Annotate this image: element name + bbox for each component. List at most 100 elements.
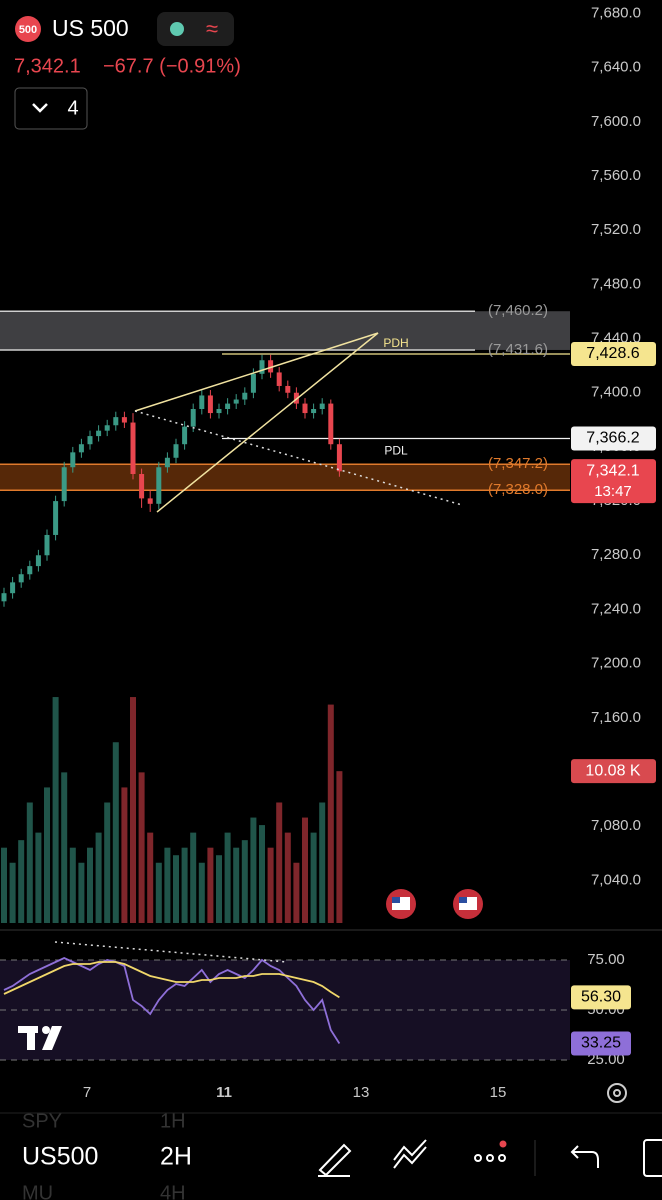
prev-interval: 1H: [160, 1110, 186, 1132]
candle-body: [96, 430, 102, 437]
more-dot: [498, 1154, 506, 1162]
brush-icon[interactable]: [318, 1143, 352, 1177]
candle-body: [233, 399, 239, 404]
dotted-trendline: [134, 410, 463, 506]
market-open-dot: [170, 22, 184, 36]
countdown: 13:47: [594, 483, 632, 500]
candle-body: [78, 444, 84, 453]
price-tag: [571, 342, 656, 367]
volume-bar: [147, 832, 154, 923]
y-tick-label: 7,040.0: [591, 871, 641, 888]
symbol[interactable]: US 500: [52, 15, 129, 41]
candle-body: [173, 444, 179, 458]
tv-logo: [18, 1026, 62, 1050]
candle-body: [225, 403, 231, 410]
settings-icon[interactable]: [607, 1083, 627, 1103]
y-tick-label: 7,560.0: [591, 167, 641, 184]
settings-icon-core: [613, 1089, 621, 1097]
candle-body: [44, 534, 50, 556]
price-change: −67.7 (−0.91%): [103, 55, 241, 77]
lines-icon[interactable]: [393, 1139, 427, 1169]
volume-bar: [121, 787, 128, 923]
next-interval: 4H: [160, 1182, 186, 1200]
y-tick-label: 7,200.0: [591, 655, 641, 672]
volume-bar: [164, 847, 171, 923]
more-dot: [486, 1154, 494, 1162]
status-pill[interactable]: [157, 12, 234, 46]
volume-bar: [181, 847, 188, 923]
volume-bar: [310, 832, 317, 923]
candle-body: [276, 372, 282, 386]
candle-body: [1, 593, 7, 602]
background: [0, 310, 662, 1061]
volume-bar: [44, 787, 50, 923]
volume-bar: [18, 840, 25, 923]
toolbar-icons: [318, 1139, 599, 1177]
candle-body: [139, 474, 145, 499]
flag-canton: [392, 897, 400, 903]
candle-body: [61, 467, 67, 502]
volume-bar: [224, 832, 231, 923]
volume-bar: [26, 802, 33, 923]
level-label: (7,431.6): [488, 341, 548, 358]
rsi-tag-label: 56.30: [581, 989, 621, 1006]
plot: 7,040.07,080.07,120.07,160.07,200.07,240…: [1, 5, 656, 1068]
volume-bar: [69, 847, 76, 923]
time-axis: 7 11 13 15: [83, 1084, 507, 1101]
next-symbol: MU: [22, 1182, 53, 1200]
candle-body: [207, 395, 213, 414]
price-tag-label: 7,428.6: [586, 345, 639, 362]
volume-bar: [9, 862, 16, 923]
candle-body: [319, 403, 325, 410]
volume-bar: [35, 832, 42, 923]
y-tick-label: 7,080.0: [591, 817, 641, 834]
candle-body: [268, 360, 274, 373]
redo-icon[interactable]: [643, 1139, 662, 1177]
volume-tag: [571, 759, 656, 784]
volume-tag-label: 10.08 K: [585, 762, 640, 779]
candle-body: [336, 444, 342, 472]
pdh-label: PDH: [383, 336, 408, 350]
symbol-badge: [15, 16, 41, 42]
y-tick-label: 7,520.0: [591, 221, 641, 238]
volume-bar: [293, 862, 300, 923]
undo-icon[interactable]: [570, 1145, 599, 1168]
price-tag-label: 7,366.2: [586, 430, 639, 447]
price-tag: [571, 426, 656, 451]
volume-bar: [302, 817, 308, 923]
candle-body: [259, 360, 265, 374]
volume-bar: [52, 697, 59, 923]
logo-part: [42, 1026, 50, 1034]
rsi-tag: [571, 985, 631, 1010]
y-tick-label: 7,280.0: [591, 546, 641, 563]
level-label: (7,460.2): [488, 302, 548, 319]
more-dot[interactable]: [474, 1154, 482, 1162]
candle-body: [156, 467, 162, 504]
chevron-icon: [32, 103, 48, 113]
level-label: (7,328.0): [488, 481, 548, 498]
volume-bar: [319, 802, 326, 923]
rsi-tick-label: 75.00: [587, 951, 625, 968]
volume-bar: [155, 862, 162, 923]
volume-bar: [327, 704, 334, 923]
volume-bar: [1, 847, 7, 923]
prev-symbol: SPY: [22, 1110, 62, 1132]
x-tick-label: 7: [83, 1084, 91, 1101]
y-tick-label: 7,400.0: [591, 384, 641, 401]
toolbar-symbol[interactable]: US500: [22, 1143, 98, 1171]
supply-zone: [0, 311, 570, 350]
volume-bar: [138, 772, 145, 923]
rsi-tag: [571, 1031, 631, 1056]
candle-body: [27, 566, 33, 575]
volume-bar: [241, 840, 248, 923]
level-label: (7,347.2): [488, 455, 548, 472]
event-flags: [386, 889, 483, 919]
notification-dot: [499, 1140, 507, 1148]
candle-body: [121, 417, 127, 423]
toolbar-interval[interactable]: 2H: [160, 1143, 192, 1171]
candle-body: [10, 582, 16, 594]
indicators-toggle[interactable]: [14, 87, 88, 130]
volume-bar: [336, 771, 343, 923]
y-tick-label: 7,480.0: [591, 275, 641, 292]
volume-bar: [216, 855, 222, 923]
